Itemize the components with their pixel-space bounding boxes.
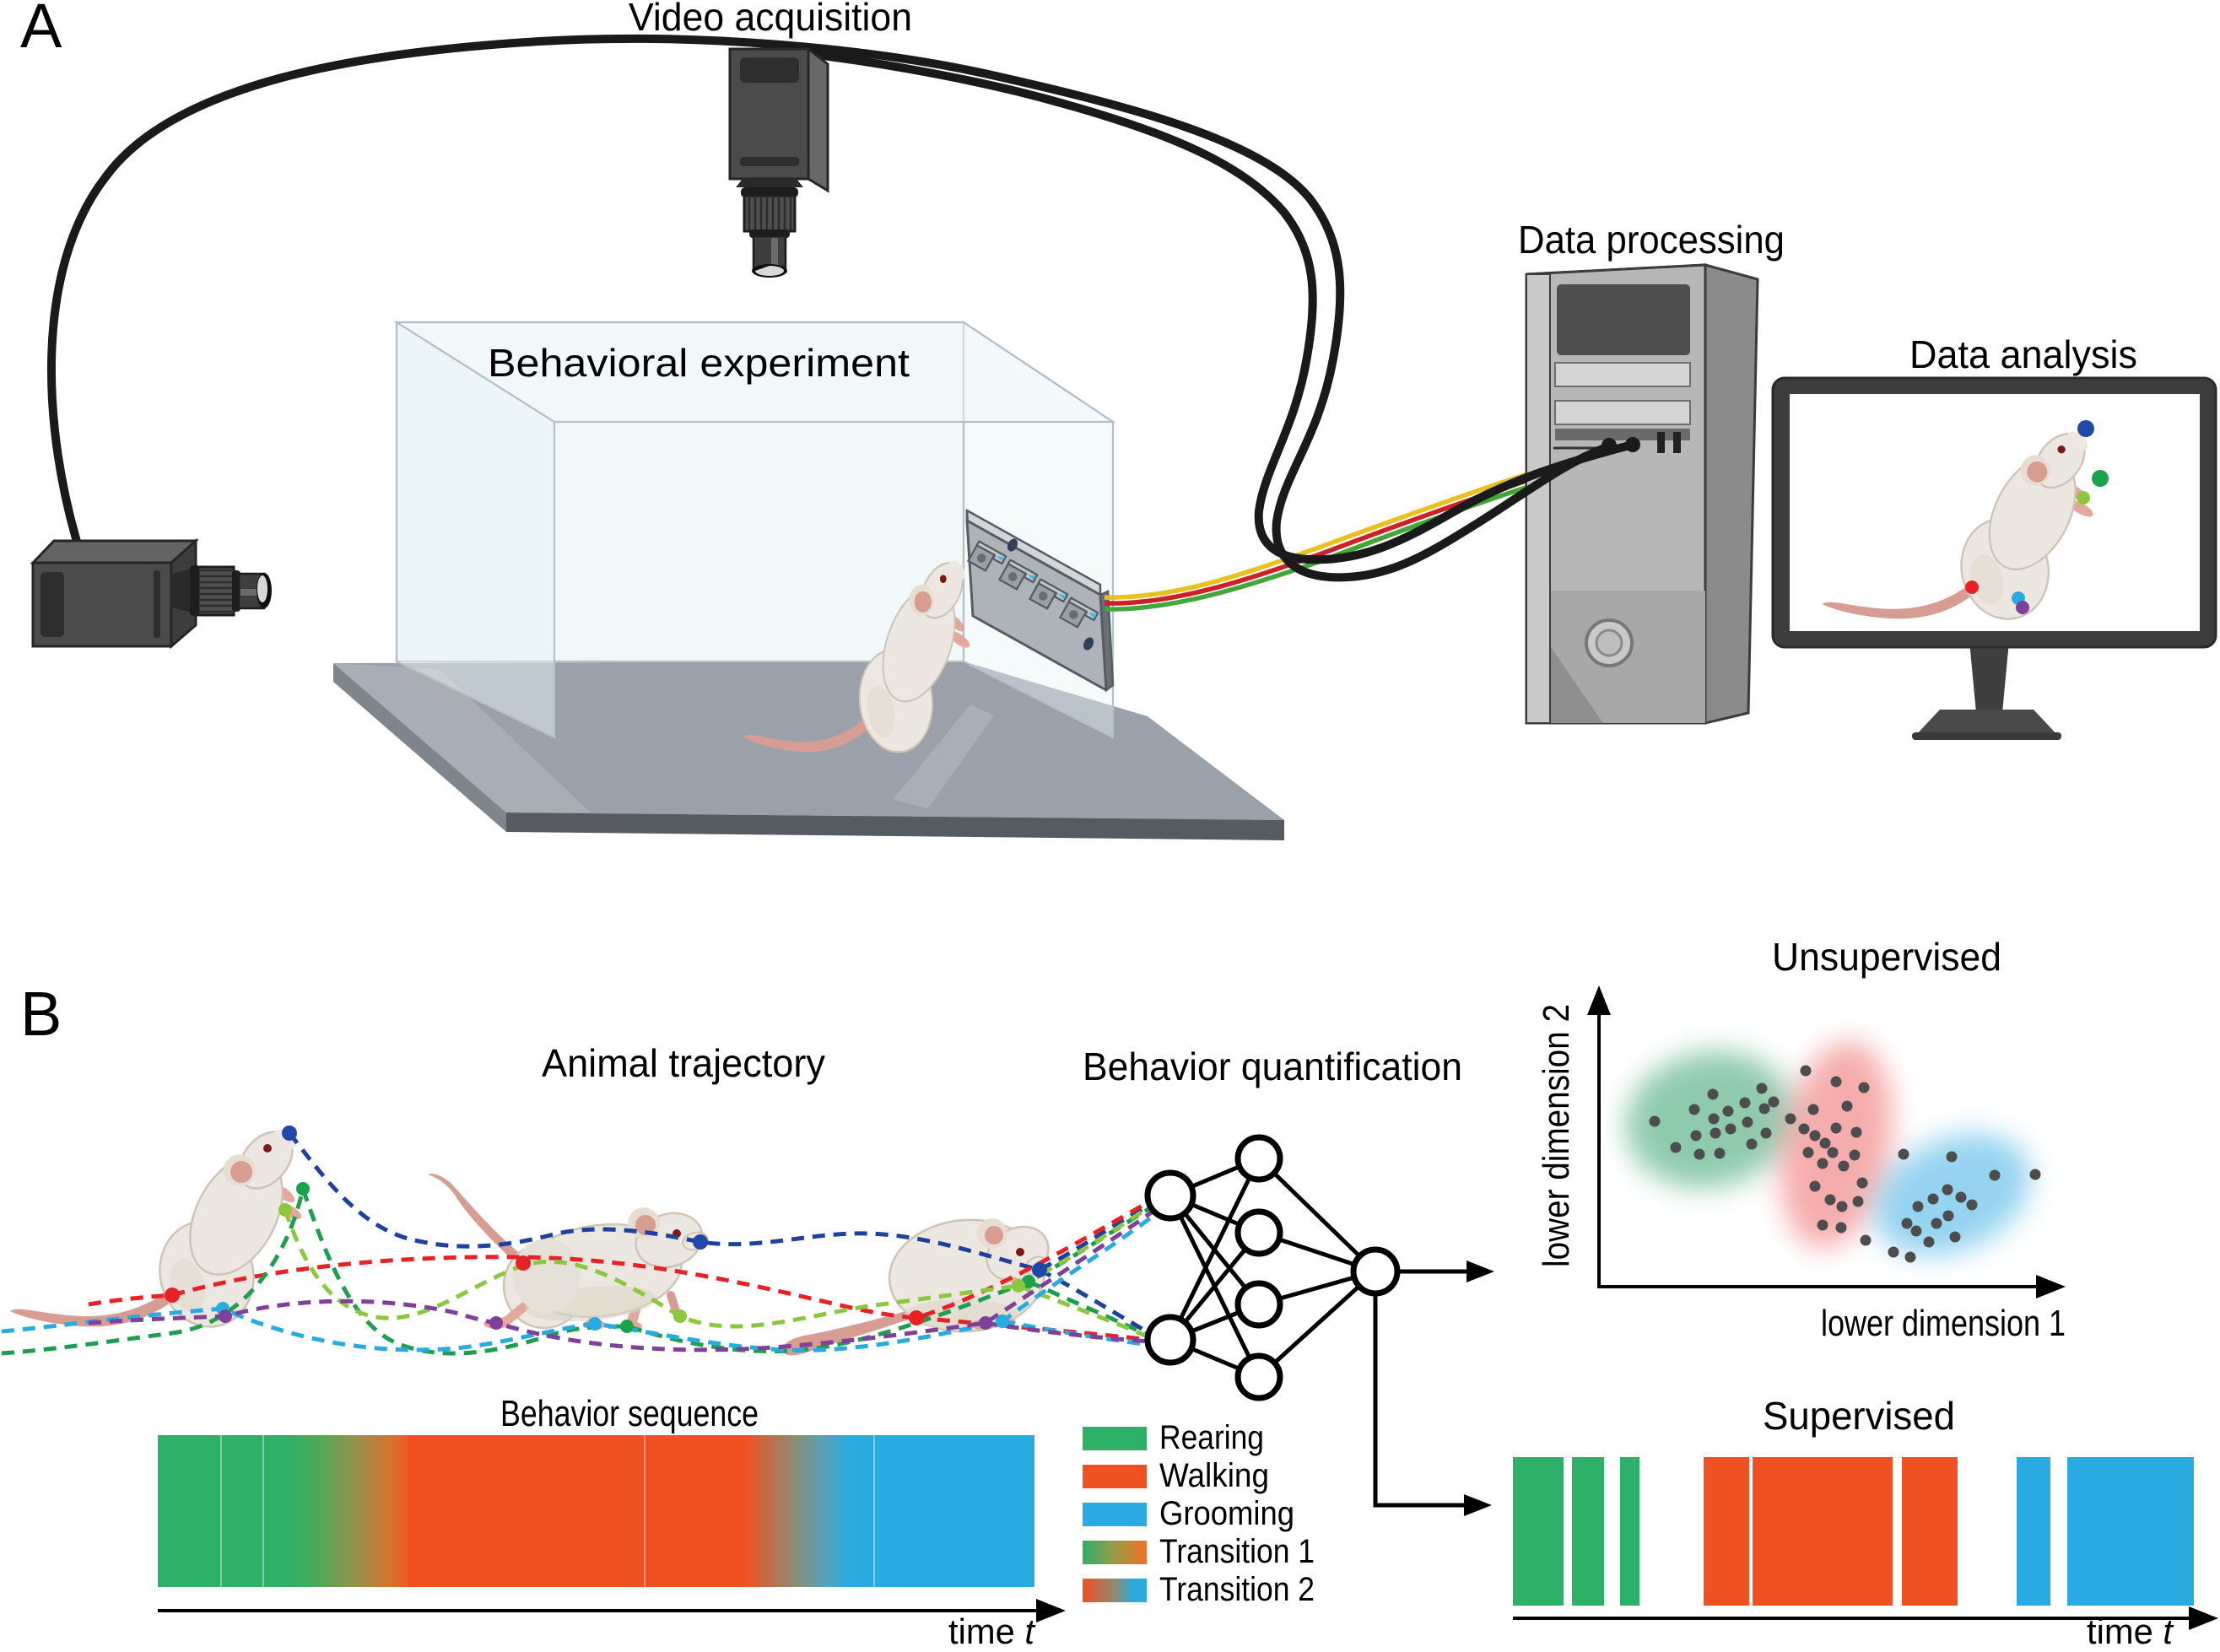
svg-text:time t: time t — [948, 1612, 1036, 1651]
svg-text:Data analysis: Data analysis — [1909, 332, 2137, 376]
svg-text:Grooming: Grooming — [1159, 1495, 1294, 1532]
svg-text:Animal trajectory: Animal trajectory — [542, 1041, 825, 1085]
svg-text:Video acquisition: Video acquisition — [629, 0, 912, 39]
svg-text:Behavior sequence: Behavior sequence — [500, 1393, 759, 1434]
svg-text:Data processing: Data processing — [1518, 218, 1785, 262]
svg-text:Transition 1: Transition 1 — [1159, 1533, 1315, 1570]
svg-text:Behavior quantification: Behavior quantification — [1083, 1045, 1462, 1088]
svg-text:time t: time t — [2087, 1612, 2174, 1651]
svg-text:A: A — [20, 0, 62, 61]
svg-text:Transition 2: Transition 2 — [1159, 1571, 1315, 1608]
svg-text:Supervised: Supervised — [1763, 1394, 1955, 1438]
svg-text:Unsupervised: Unsupervised — [1772, 935, 2001, 979]
svg-text:lower dimension 1: lower dimension 1 — [1821, 1303, 2066, 1344]
svg-text:Behavioral experiment: Behavioral experiment — [488, 341, 910, 385]
svg-text:lower dimension 2: lower dimension 2 — [1536, 1004, 1577, 1267]
svg-text:Walking: Walking — [1159, 1457, 1269, 1494]
svg-text:B: B — [20, 979, 62, 1049]
svg-text:Rearing: Rearing — [1159, 1419, 1264, 1456]
